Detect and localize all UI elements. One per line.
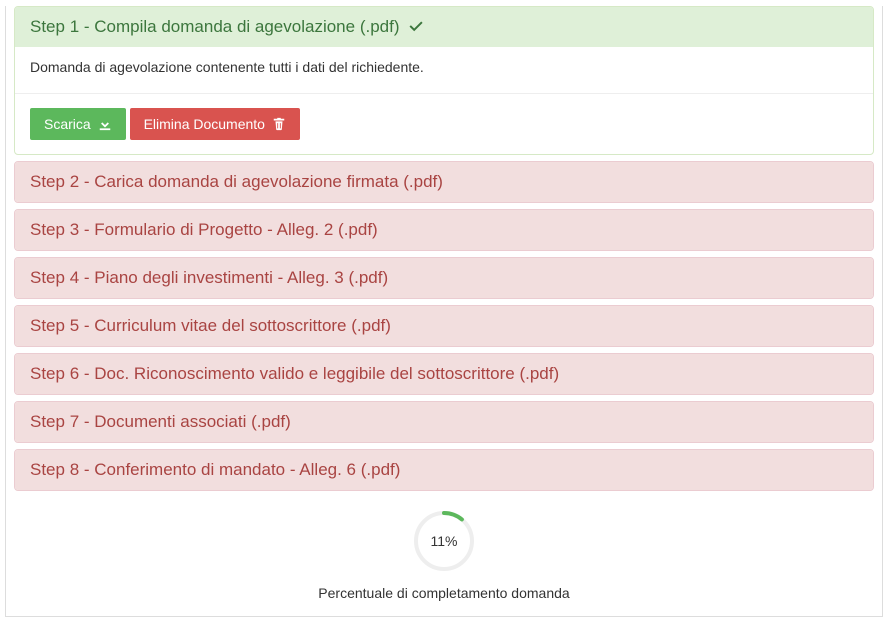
step-3-heading[interactable]: Step 3 - Formulario di Progetto - Alleg.… xyxy=(15,210,873,250)
step-6-heading[interactable]: Step 6 - Doc. Riconoscimento valido e le… xyxy=(15,354,873,394)
step-1-panel: Step 1 - Compila domanda di agevolazione… xyxy=(14,6,874,155)
step-title: Step 3 - Formulario di Progetto - Alleg.… xyxy=(30,220,378,239)
step-title: Step 7 - Documenti associati (.pdf) xyxy=(30,412,291,431)
step-4-panel: Step 4 - Piano degli investimenti - Alle… xyxy=(14,257,874,299)
step-3-panel: Step 3 - Formulario di Progetto - Alleg.… xyxy=(14,209,874,251)
step-1-description: Domanda di agevolazione contenente tutti… xyxy=(15,47,873,94)
step-7-panel: Step 7 - Documenti associati (.pdf) xyxy=(14,401,874,443)
download-icon xyxy=(98,117,112,131)
step-8-heading[interactable]: Step 8 - Conferimento di mandato - Alleg… xyxy=(15,450,873,490)
step-5-heading[interactable]: Step 5 - Curriculum vitae del sottoscrit… xyxy=(15,306,873,346)
step-4-heading[interactable]: Step 4 - Piano degli investimenti - Alle… xyxy=(15,258,873,298)
step-7-heading[interactable]: Step 7 - Documenti associati (.pdf) xyxy=(15,402,873,442)
progress-section: 11% Percentuale di completamento domanda xyxy=(14,509,874,601)
step-8-panel: Step 8 - Conferimento di mandato - Alleg… xyxy=(14,449,874,491)
step-1-title: Step 1 - Compila domanda di agevolazione… xyxy=(30,17,400,36)
step-title: Step 5 - Curriculum vitae del sottoscrit… xyxy=(30,316,391,335)
delete-document-button[interactable]: Elimina Documento xyxy=(130,108,300,140)
delete-label: Elimina Documento xyxy=(144,116,265,132)
progress-caption: Percentuale di completamento domanda xyxy=(14,585,874,601)
trash-icon xyxy=(272,117,286,131)
step-title: Step 6 - Doc. Riconoscimento valido e le… xyxy=(30,364,559,383)
progress-percent-label: 11% xyxy=(412,509,476,573)
step-title: Step 2 - Carica domanda di agevolazione … xyxy=(30,172,443,191)
check-icon xyxy=(408,18,424,34)
step-6-panel: Step 6 - Doc. Riconoscimento valido e le… xyxy=(14,353,874,395)
progress-donut: 11% xyxy=(412,509,476,573)
steps-container: Step 1 - Compila domanda di agevolazione… xyxy=(5,6,883,617)
step-1-actions: Scarica Elimina Documento xyxy=(15,94,873,154)
step-1-heading[interactable]: Step 1 - Compila domanda di agevolazione… xyxy=(15,7,873,47)
step-2-panel: Step 2 - Carica domanda di agevolazione … xyxy=(14,161,874,203)
download-button[interactable]: Scarica xyxy=(30,108,126,140)
step-5-panel: Step 5 - Curriculum vitae del sottoscrit… xyxy=(14,305,874,347)
step-title: Step 4 - Piano degli investimenti - Alle… xyxy=(30,268,388,287)
step-title: Step 8 - Conferimento di mandato - Alleg… xyxy=(30,460,400,479)
download-label: Scarica xyxy=(44,116,91,132)
step-2-heading[interactable]: Step 2 - Carica domanda di agevolazione … xyxy=(15,162,873,202)
